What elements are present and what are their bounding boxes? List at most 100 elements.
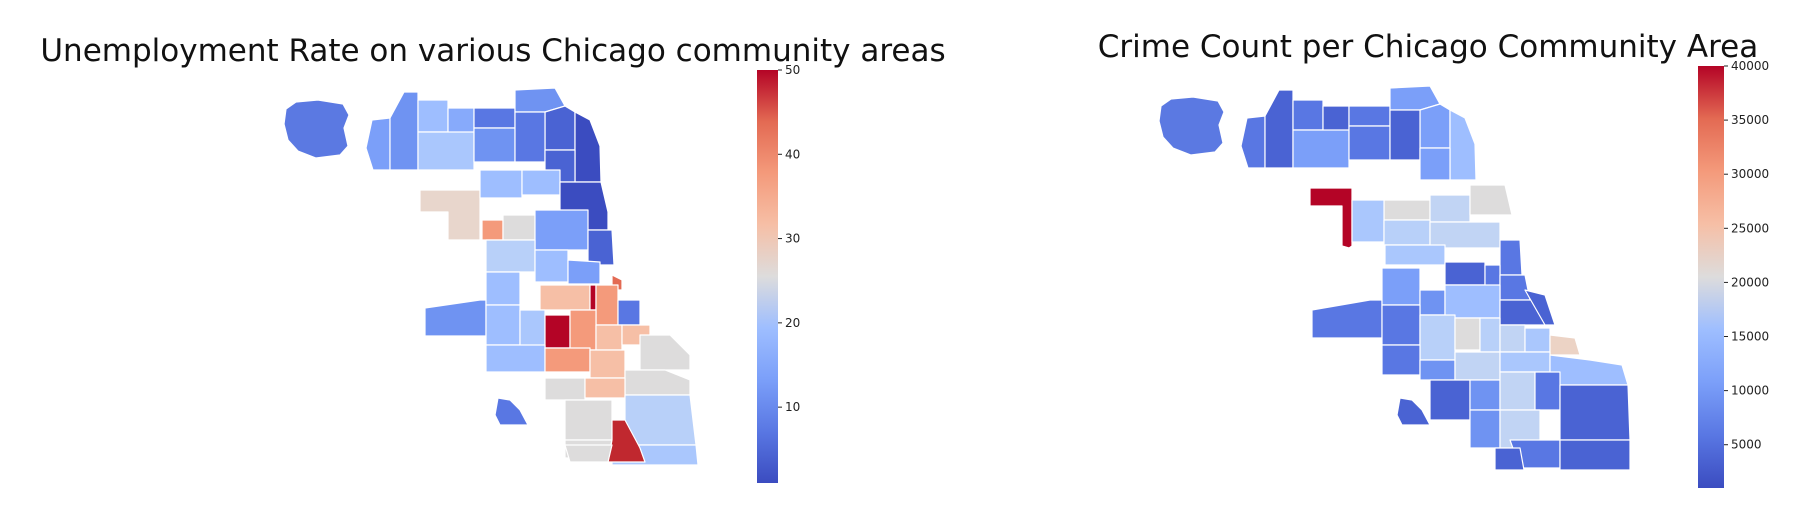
area-far-sw-1: [494, 397, 529, 426]
area-nw-4: [1322, 105, 1350, 133]
area-w-6: [1384, 244, 1446, 266]
area-c-2: [1429, 221, 1501, 249]
unemployment-title: Unemployment Rate on various Chicago com…: [40, 33, 945, 69]
crime-chart: Crime Count per Chicago Community Area: [1098, 29, 1769, 488]
area-w-1: [419, 189, 481, 241]
area-w-2: [1383, 199, 1431, 221]
area-c-8: [1524, 289, 1556, 326]
area-n-4: [574, 111, 602, 183]
area-c-7: [595, 284, 619, 326]
area-nw-5: [417, 131, 475, 171]
area-w-6: [485, 239, 536, 273]
area-far-s-1: [1469, 409, 1501, 449]
area-s-8: [1499, 351, 1551, 373]
colorbar-tick-label: 20: [785, 316, 800, 330]
area-c-5: [1499, 274, 1531, 301]
area-sw-3: [485, 304, 521, 346]
unemployment-map: [283, 87, 699, 466]
area-n-5: [473, 127, 516, 163]
area-n-4: [1449, 109, 1477, 181]
area-s-8: [624, 369, 691, 396]
area-se-2: [1534, 371, 1561, 411]
area-n-6: [1389, 109, 1421, 161]
area-nw-2: [389, 91, 419, 171]
colorbar-tick-label: 20000: [1731, 275, 1769, 289]
colorbar-tick-label: 30000: [1731, 167, 1769, 181]
area-s-6: [1419, 359, 1456, 381]
area-s-3: [1499, 324, 1526, 353]
colorbar-tick-label: 5000: [1731, 438, 1762, 452]
area-far-s-1: [607, 419, 646, 463]
area-n-1: [1348, 105, 1391, 127]
area-sw-2: [539, 284, 591, 311]
area-s-11: [564, 399, 613, 441]
colorbar-tick-label: 40000: [1731, 59, 1769, 73]
area-se-1: [1549, 354, 1629, 386]
area-s-7: [589, 349, 626, 379]
area-w-5: [1383, 219, 1431, 246]
area-far-s-5: [1494, 447, 1525, 471]
colorbar-tick-label: 30: [785, 232, 800, 246]
area-austin: [1309, 187, 1353, 249]
area-c-4: [567, 259, 601, 285]
area-s-2: [569, 309, 597, 351]
area-n-6: [514, 111, 546, 163]
unemployment-colorbar: [757, 70, 778, 483]
area-n-1: [473, 107, 516, 129]
colorbar-tick-label: 25000: [1731, 221, 1769, 235]
area-s-2: [1479, 317, 1501, 353]
area-w-4: [1429, 194, 1471, 223]
area-nw-3: [417, 99, 449, 133]
unemployment-colorbar-ticks: 10 20 30 40 50: [778, 63, 800, 414]
area-c-3: [587, 229, 615, 266]
area-s-5: [1549, 334, 1581, 356]
area-sw-1: [1381, 267, 1421, 306]
area-sw-5: [485, 344, 546, 373]
area-far-s-4: [1559, 439, 1631, 471]
area-n-7: [1419, 147, 1451, 181]
area-w-3: [481, 219, 504, 241]
area-w-2: [479, 169, 523, 199]
area-c-1: [1469, 184, 1513, 216]
unemployment-chart: Unemployment Rate on various Chicago com…: [40, 33, 946, 483]
area-se-1: [624, 394, 697, 446]
area-sw-3: [1381, 304, 1421, 346]
area-s-9: [1469, 379, 1501, 411]
area-w-5: [521, 169, 561, 196]
crime-title: Crime Count per Chicago Community Area: [1098, 29, 1758, 65]
colorbar-tick-label: 35000: [1731, 113, 1769, 127]
area-far-sw-1: [1396, 397, 1431, 426]
area-sw-4: [1419, 314, 1456, 361]
colorbar-tick-label: 10000: [1731, 384, 1769, 398]
area-ohare: [283, 99, 350, 159]
area-s-10: [1499, 371, 1536, 411]
area-c-6: [1444, 284, 1501, 319]
crime-colorbar: [1698, 66, 1724, 488]
area-w-7: [1444, 261, 1486, 286]
area-n-3: [544, 105, 576, 151]
area-w-4: [502, 214, 536, 241]
area-nw-3: [1292, 99, 1324, 131]
area-far-s-2: [564, 444, 613, 463]
area-s-9: [544, 377, 586, 401]
area-w-7: [534, 249, 569, 283]
area-far-sw-2: [1429, 379, 1471, 421]
colorbar-tick-label: 50: [785, 63, 800, 77]
area-nw-2: [1264, 89, 1294, 169]
area-ohare: [1158, 96, 1225, 156]
area-s-7: [1454, 351, 1501, 381]
area-nw-4: [447, 107, 475, 135]
area-n-3: [1419, 103, 1451, 149]
area-c-6: [589, 284, 597, 311]
area-c-8: [617, 299, 641, 326]
area-sw-2: [1419, 289, 1446, 316]
area-s-1: [544, 314, 571, 349]
area-w-3: [1351, 199, 1385, 243]
area-nw-strip: [365, 117, 391, 171]
area-west-arm: [1311, 299, 1383, 339]
area-s-3: [595, 324, 623, 351]
area-s-1: [1454, 317, 1481, 351]
area-s-10: [584, 377, 626, 399]
area-sw-1: [485, 271, 521, 306]
